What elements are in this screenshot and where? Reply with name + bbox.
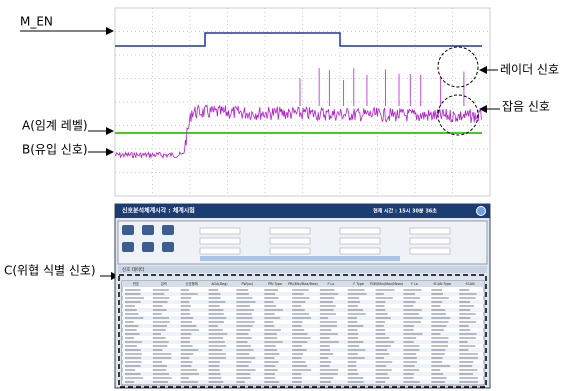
table-row [122,380,484,384]
progress-bar [200,256,400,261]
column-header: PW(us) [241,282,253,286]
status-field [340,238,380,244]
tool-icon[interactable] [142,242,154,252]
column-header: PRI(Min/Max/Mea) [288,282,318,286]
table-row [122,356,484,360]
label: C(위협 식별 신호) [4,264,96,278]
status-field [340,248,380,254]
column-header: F Type [353,282,364,286]
figure: M_EN A(임계 레벨) B(유입 신호) 레이더 신호 잡음 신호 C(위협… [0,0,581,391]
label: B(유입 신호) [22,143,88,157]
column-header: PRI Type [268,282,282,286]
label: M_EN [20,15,53,29]
label: 잡음 신호 [502,100,550,114]
status-field [410,228,450,234]
tool-icon[interactable] [162,242,174,252]
clock: 현재 시간 : 15시 30분 36초 [373,208,437,215]
column-header: 신호형태 [186,281,198,286]
status-field [270,228,310,234]
column-header: SCAN [466,282,476,286]
column-header: SCAN Type [433,282,451,286]
column-header: 입력 [161,281,167,286]
status-field [270,238,310,244]
column-header: AOA(Deg) [211,282,227,286]
status-field [200,228,240,234]
status-field [340,228,380,234]
window-title: 신호분석체계시각 : 체계시험 [122,207,195,215]
label: 레이더 신호 [500,63,559,77]
column-header: F Lo [411,282,418,286]
label: A(임계 레벨) [22,119,88,133]
status-field [200,248,240,254]
column-header: 번호 [133,281,139,286]
table-title: 신호 데이터 [122,266,144,273]
tool-icon[interactable] [122,225,134,235]
status-field [410,238,450,244]
column-header: F Lo [327,282,334,286]
table-row [122,324,484,328]
status-field [200,238,240,244]
column-header: FSW(Min/Max/Mean) [370,282,404,286]
figure-canvas: M_EN A(임계 레벨) B(유입 신호) 레이더 신호 잡음 신호 C(위협… [0,0,581,391]
table-row [122,372,484,376]
tool-icon[interactable] [162,225,174,235]
tool-icon[interactable] [142,225,154,235]
tool-icon[interactable] [122,242,134,252]
status-field [270,248,310,254]
close-button[interactable] [477,207,486,216]
status-field [410,248,450,254]
table-title-bar [118,266,487,273]
